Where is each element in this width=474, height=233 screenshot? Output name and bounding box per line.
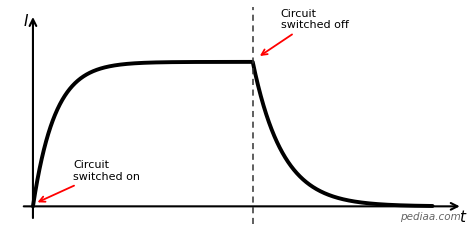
Text: Circuit
switched off: Circuit switched off	[262, 8, 348, 55]
Text: Circuit
switched on: Circuit switched on	[39, 160, 140, 202]
Text: I: I	[24, 14, 28, 29]
Text: pediaa.com: pediaa.com	[400, 212, 461, 222]
Text: t: t	[459, 210, 465, 225]
